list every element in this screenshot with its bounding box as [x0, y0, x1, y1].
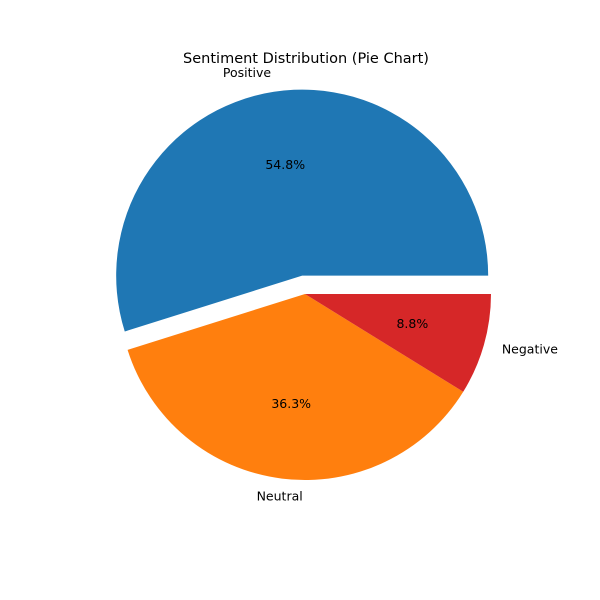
pct-label-negative: 8.8%	[396, 316, 428, 331]
pie-slices	[116, 89, 491, 481]
slice-label-positive: Positive	[223, 65, 271, 80]
pct-label-neutral: 36.3%	[271, 396, 311, 411]
pie-labels: Positive 54.8% Neutral 36.3% Negative 8.8%	[223, 65, 558, 504]
pie-slice-neutral	[127, 294, 464, 481]
chart-title: Sentiment Distribution (Pie Chart)	[183, 51, 429, 67]
pie-slice-negative	[305, 294, 491, 392]
slice-label-neutral: Neutral	[257, 489, 303, 504]
slice-label-negative: Negative	[502, 341, 558, 356]
pie-slice-positive	[116, 89, 489, 332]
pct-label-positive: 54.8%	[265, 157, 305, 172]
